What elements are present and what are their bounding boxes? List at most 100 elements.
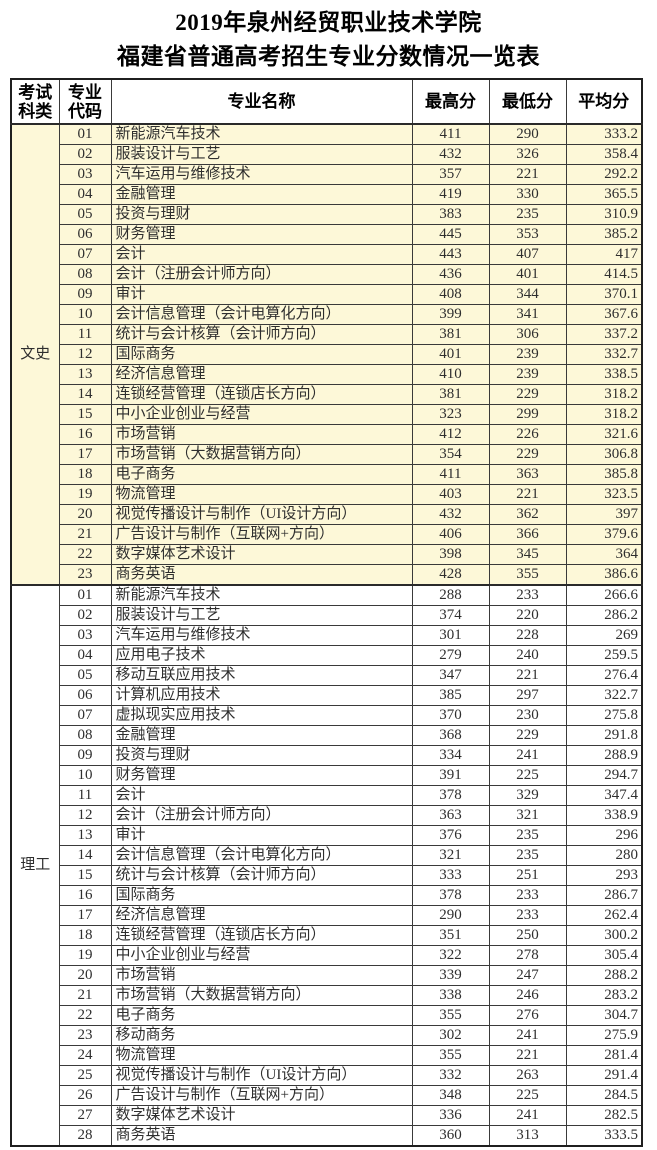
min-score-cell: 263 <box>488 1065 567 1086</box>
table-row: 15 统计与会计核算（会计师方向） 333 251 293 <box>11 865 643 886</box>
table-row: 10 会计信息管理（会计电算化方向） 399 341 367.6 <box>11 304 643 325</box>
avg-score-cell: 323.5 <box>565 484 643 505</box>
major-name-cell: 审计 <box>110 284 413 305</box>
min-score-cell: 226 <box>488 424 567 445</box>
max-score-cell: 432 <box>411 144 490 165</box>
min-score-cell: 240 <box>488 645 567 666</box>
min-score-cell: 229 <box>488 444 567 465</box>
avg-score-cell: 293 <box>565 865 643 886</box>
max-score-cell: 336 <box>411 1105 490 1126</box>
major-name-cell: 市场营销 <box>110 424 413 445</box>
max-score-cell: 381 <box>411 384 490 405</box>
avg-score-cell: 262.4 <box>565 905 643 926</box>
table-row: 21 广告设计与制作（互联网+方向） 406 366 379.6 <box>11 524 643 545</box>
table-row: 25 视觉传播设计与制作（UI设计方向） 332 263 291.4 <box>11 1065 643 1086</box>
major-name-cell: 投资与理财 <box>110 745 413 766</box>
min-score-cell: 362 <box>488 504 567 525</box>
major-code-cell: 06 <box>58 685 112 706</box>
major-code-cell: 21 <box>58 524 112 545</box>
table-row: 12 国际商务 401 239 332.7 <box>11 344 643 365</box>
table-row: 04 应用电子技术 279 240 259.5 <box>11 645 643 666</box>
major-name-cell: 经济信息管理 <box>110 905 413 926</box>
max-score-cell: 290 <box>411 905 490 926</box>
table-row: 19 中小企业创业与经营 322 278 305.4 <box>11 945 643 966</box>
major-code-cell: 02 <box>58 605 112 626</box>
max-score-cell: 354 <box>411 444 490 465</box>
table-row: 23 移动商务 302 241 275.9 <box>11 1025 643 1046</box>
min-score-cell: 306 <box>488 324 567 345</box>
max-score-cell: 323 <box>411 404 490 425</box>
table-row: 02 服装设计与工艺 432 326 358.4 <box>11 144 643 165</box>
major-name-cell: 商务英语 <box>110 564 413 586</box>
major-code-cell: 05 <box>58 665 112 686</box>
major-code-cell: 22 <box>58 544 112 565</box>
table-header: 考试科类 专业代码 专业名称 最高分 最低分 平均分 <box>10 78 643 125</box>
avg-score-cell: 259.5 <box>565 645 643 666</box>
major-name-cell: 中小企业创业与经营 <box>110 945 413 966</box>
major-name-cell: 国际商务 <box>110 344 413 365</box>
major-name-cell: 移动商务 <box>110 1025 413 1046</box>
major-code-cell: 07 <box>58 705 112 726</box>
min-score-cell: 221 <box>488 484 567 505</box>
major-name-cell: 商务英语 <box>110 1125 413 1147</box>
avg-score-cell: 385.2 <box>565 224 643 245</box>
major-name-cell: 物流管理 <box>110 1045 413 1066</box>
major-code-cell: 12 <box>58 805 112 826</box>
table-row: 09 审计 408 344 370.1 <box>11 284 643 305</box>
max-score-cell: 412 <box>411 424 490 445</box>
max-score-cell: 410 <box>411 364 490 385</box>
major-name-cell: 投资与理财 <box>110 204 413 225</box>
avg-score-cell: 370.1 <box>565 284 643 305</box>
min-score-cell: 353 <box>488 224 567 245</box>
avg-score-cell: 266.6 <box>565 584 643 606</box>
avg-score-cell: 283.2 <box>565 985 643 1006</box>
major-name-cell: 数字媒体艺术设计 <box>110 1105 413 1126</box>
max-score-cell: 374 <box>411 605 490 626</box>
max-score-cell: 385 <box>411 685 490 706</box>
avg-score-cell: 397 <box>565 504 643 525</box>
major-code-cell: 24 <box>58 1045 112 1066</box>
major-code-cell: 03 <box>58 625 112 646</box>
table-row: 13 审计 376 235 296 <box>11 825 643 846</box>
major-name-cell: 连锁经营管理（连锁店长方向） <box>110 384 413 405</box>
header-max-score: 最高分 <box>411 78 490 125</box>
header-exam-category: 考试科类 <box>10 78 60 125</box>
header-avg-score: 平均分 <box>565 78 643 125</box>
avg-score-cell: 321.6 <box>565 424 643 445</box>
table-row: 28 商务英语 360 313 333.5 <box>11 1125 643 1147</box>
major-code-cell: 11 <box>58 785 112 806</box>
table-row: 08 会计（注册会计师方向） 436 401 414.5 <box>11 264 643 285</box>
table-row: 文史 01 新能源汽车技术 411 290 333.2 <box>10 123 643 586</box>
min-score-cell: 326 <box>488 144 567 165</box>
major-code-cell: 04 <box>58 184 112 205</box>
max-score-cell: 406 <box>411 524 490 545</box>
table-row: 22 数字媒体艺术设计 398 345 364 <box>11 544 643 565</box>
major-name-cell: 财务管理 <box>110 224 413 245</box>
table-row: 24 物流管理 355 221 281.4 <box>11 1045 643 1066</box>
table-row: 27 数字媒体艺术设计 336 241 282.5 <box>11 1105 643 1126</box>
major-code-cell: 09 <box>58 745 112 766</box>
min-score-cell: 345 <box>488 544 567 565</box>
major-name-cell: 国际商务 <box>110 885 413 906</box>
avg-score-cell: 281.4 <box>565 1045 643 1066</box>
table-row: 21 市场营销（大数据营销方向） 338 246 283.2 <box>11 985 643 1006</box>
max-score-cell: 445 <box>411 224 490 245</box>
min-score-cell: 235 <box>488 845 567 866</box>
major-code-cell: 28 <box>58 1125 112 1147</box>
major-name-cell: 会计信息管理（会计电算化方向） <box>110 304 413 325</box>
min-score-cell: 233 <box>488 905 567 926</box>
min-score-cell: 330 <box>488 184 567 205</box>
max-score-cell: 339 <box>411 965 490 986</box>
table-row: 04 金融管理 419 330 365.5 <box>11 184 643 205</box>
avg-score-cell: 333.2 <box>565 123 643 145</box>
max-score-cell: 322 <box>411 945 490 966</box>
major-name-cell: 电子商务 <box>110 464 413 485</box>
max-score-cell: 363 <box>411 805 490 826</box>
header-major-code: 专业代码 <box>58 78 112 125</box>
max-score-cell: 391 <box>411 765 490 786</box>
table-row: 22 电子商务 355 276 304.7 <box>11 1005 643 1026</box>
table-row: 11 会计 378 329 347.4 <box>11 785 643 806</box>
major-name-cell: 会计（注册会计师方向） <box>110 264 413 285</box>
major-code-cell: 01 <box>58 584 112 606</box>
